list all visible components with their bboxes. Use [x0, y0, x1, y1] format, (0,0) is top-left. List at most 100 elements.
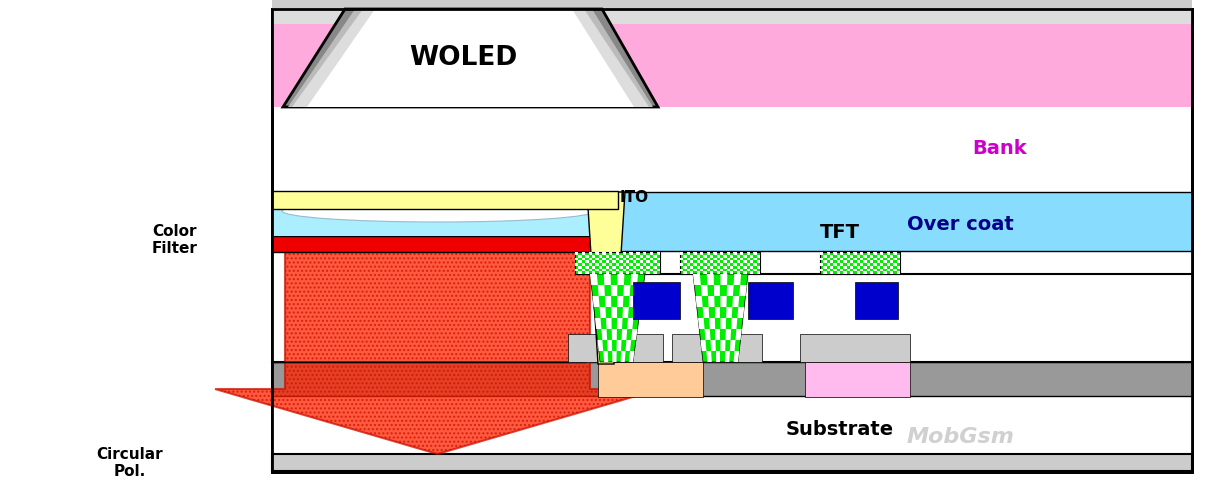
- Bar: [644, 258, 646, 261]
- Bar: [863, 272, 867, 274]
- Bar: [830, 261, 834, 264]
- Bar: [737, 261, 741, 264]
- Polygon shape: [621, 351, 625, 362]
- Bar: [684, 272, 687, 274]
- Bar: [857, 272, 861, 274]
- Bar: [271, 209, 605, 237]
- Bar: [591, 272, 595, 274]
- Bar: [844, 266, 847, 269]
- Bar: [727, 258, 730, 261]
- Polygon shape: [617, 318, 623, 329]
- Polygon shape: [710, 340, 716, 351]
- Bar: [697, 266, 701, 269]
- Bar: [887, 269, 890, 272]
- Bar: [595, 258, 599, 261]
- Bar: [756, 255, 760, 258]
- Bar: [271, 192, 618, 209]
- Polygon shape: [598, 285, 605, 296]
- Bar: [716, 261, 720, 264]
- Bar: [743, 261, 747, 264]
- Bar: [834, 264, 836, 266]
- Bar: [823, 272, 827, 274]
- Bar: [703, 255, 707, 258]
- Bar: [893, 252, 897, 255]
- Bar: [629, 264, 633, 266]
- Bar: [710, 255, 714, 258]
- Bar: [727, 269, 730, 272]
- Polygon shape: [707, 351, 711, 362]
- Bar: [880, 258, 884, 261]
- Bar: [840, 269, 844, 272]
- Bar: [716, 266, 720, 269]
- Bar: [834, 258, 836, 261]
- Polygon shape: [739, 285, 747, 296]
- Bar: [640, 266, 644, 269]
- Bar: [867, 258, 870, 261]
- Bar: [680, 258, 684, 261]
- Bar: [714, 269, 716, 272]
- Bar: [595, 252, 599, 255]
- Bar: [724, 255, 727, 258]
- Bar: [800, 334, 910, 362]
- Bar: [703, 261, 707, 264]
- Bar: [606, 261, 608, 264]
- Ellipse shape: [282, 201, 595, 223]
- Bar: [714, 252, 716, 255]
- Polygon shape: [598, 340, 604, 351]
- Bar: [608, 264, 612, 266]
- Bar: [821, 252, 823, 255]
- Bar: [582, 269, 585, 272]
- Bar: [568, 334, 663, 362]
- Bar: [863, 255, 867, 258]
- Bar: [271, 10, 1191, 25]
- Bar: [606, 266, 608, 269]
- Bar: [884, 272, 887, 274]
- Bar: [893, 264, 897, 266]
- Bar: [710, 272, 714, 274]
- Bar: [874, 252, 876, 255]
- Bar: [876, 255, 880, 258]
- Bar: [870, 255, 874, 258]
- Bar: [271, 394, 1191, 471]
- Polygon shape: [590, 274, 645, 362]
- Bar: [697, 272, 701, 274]
- Bar: [690, 272, 693, 274]
- Bar: [823, 255, 827, 258]
- Bar: [870, 266, 874, 269]
- Bar: [595, 269, 599, 272]
- Bar: [574, 252, 661, 274]
- Polygon shape: [282, 10, 658, 108]
- Bar: [680, 269, 684, 272]
- Bar: [861, 269, 863, 272]
- Bar: [623, 252, 627, 255]
- Bar: [612, 266, 616, 269]
- Polygon shape: [720, 340, 726, 351]
- Polygon shape: [716, 351, 720, 362]
- Bar: [870, 261, 874, 264]
- Bar: [619, 261, 623, 264]
- Bar: [853, 252, 857, 255]
- Bar: [578, 272, 582, 274]
- Bar: [697, 261, 701, 264]
- Bar: [585, 255, 589, 258]
- Polygon shape: [623, 285, 630, 296]
- Bar: [847, 252, 850, 255]
- Bar: [750, 266, 754, 269]
- Bar: [653, 255, 657, 258]
- Bar: [646, 255, 650, 258]
- Bar: [619, 272, 623, 274]
- Bar: [574, 258, 578, 261]
- Bar: [876, 261, 880, 264]
- Bar: [612, 272, 616, 274]
- Bar: [844, 255, 847, 258]
- Bar: [599, 261, 602, 264]
- Bar: [850, 255, 853, 258]
- Bar: [582, 258, 585, 261]
- Bar: [627, 261, 629, 264]
- Polygon shape: [601, 329, 607, 340]
- Text: TFT: TFT: [821, 223, 861, 242]
- Bar: [574, 252, 578, 255]
- Bar: [754, 269, 756, 272]
- Bar: [693, 264, 697, 266]
- Bar: [823, 266, 827, 269]
